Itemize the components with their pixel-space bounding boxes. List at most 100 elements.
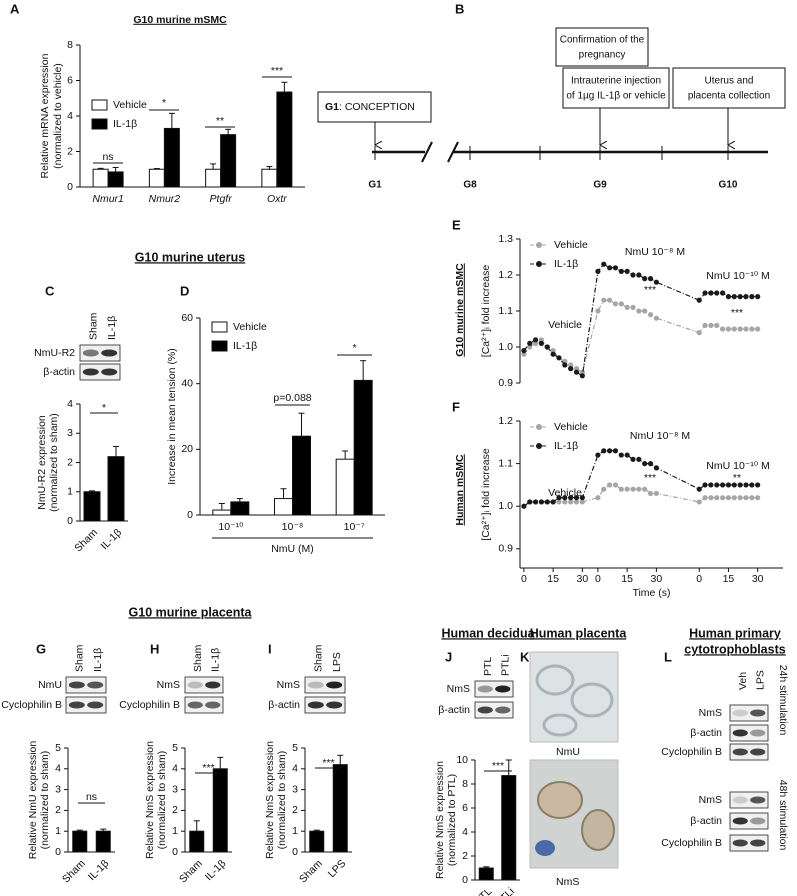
- blot-band: [307, 681, 324, 689]
- panel-label: D: [180, 283, 189, 298]
- legend-label: Vehicle: [113, 99, 147, 111]
- annotation: NmU 10⁻⁸ M: [630, 430, 690, 442]
- legend-label: IL-1β: [554, 440, 578, 452]
- annotation: NmU 10⁻¹⁰ M: [706, 460, 769, 472]
- bar: [107, 171, 124, 188]
- bar: [478, 867, 494, 881]
- blot-column: PTL: [482, 657, 494, 676]
- legend-label: Vehicle: [554, 239, 588, 251]
- section-title: Human primary: [689, 626, 781, 640]
- blot-frame: [474, 701, 514, 719]
- point: [708, 322, 714, 328]
- x-tick-label: 30: [576, 573, 588, 585]
- point: [573, 366, 580, 372]
- panel-label: L: [664, 649, 672, 664]
- timeline-text: Confirmation of the: [560, 35, 645, 46]
- point: [521, 503, 527, 509]
- annotation: ***: [644, 472, 656, 484]
- point: [550, 351, 556, 357]
- bar: [95, 830, 111, 853]
- point: [595, 308, 601, 314]
- tissue: [570, 682, 614, 718]
- timeline-day: G10: [719, 180, 738, 191]
- bar: [92, 168, 109, 188]
- y-axis-label: Increase in mean tension (%): [166, 348, 178, 485]
- tissue: [535, 664, 575, 696]
- x-tick-label: Sham: [297, 857, 325, 885]
- y-tick-label: 0.9: [498, 543, 513, 555]
- panel-label: H: [150, 641, 159, 656]
- point: [550, 348, 556, 354]
- point: [696, 297, 702, 303]
- point: [532, 340, 539, 346]
- blot-band: [205, 701, 221, 709]
- point: [624, 268, 630, 274]
- blot-band: [205, 681, 221, 689]
- point: [725, 326, 732, 332]
- annotation: ***: [492, 760, 504, 772]
- point: [737, 326, 743, 332]
- y-axis-label: Relative NmS expression: [264, 741, 276, 859]
- timeline-text: pregnancy: [579, 50, 626, 61]
- point: [556, 495, 562, 501]
- blot-row-label: β-actin: [43, 366, 75, 378]
- point: [630, 304, 636, 310]
- point: [538, 499, 545, 505]
- x-tick-label: IL-1β: [203, 858, 229, 884]
- y-tick-label: 6: [462, 802, 468, 814]
- x-tick-label: 0: [595, 573, 601, 585]
- blot-column: IL-1β: [106, 316, 118, 340]
- point: [708, 482, 714, 488]
- blot-band: [326, 701, 343, 709]
- x-tick-label: 0: [521, 573, 527, 585]
- point: [696, 499, 702, 505]
- blot-column: Sham: [313, 644, 325, 672]
- blot-band: [732, 817, 748, 825]
- bar: [332, 764, 348, 853]
- axis-break: [421, 141, 433, 163]
- point: [642, 276, 648, 282]
- point: [527, 344, 533, 350]
- x-tick-label: Sham: [60, 857, 88, 885]
- timeline-text: Intrauterine injection: [571, 76, 661, 87]
- point: [636, 272, 642, 278]
- legend-marker: [536, 443, 542, 449]
- point: [556, 355, 562, 361]
- bar: [107, 456, 125, 522]
- panel-label: K: [520, 649, 530, 664]
- y-axis-label: (normalized to sham): [48, 413, 60, 512]
- y-axis-label: [Ca²⁺]ᵢ fold increase: [480, 265, 492, 358]
- point: [642, 308, 648, 314]
- y-tick-label: 10: [456, 754, 468, 766]
- y-tick-label: 0: [67, 181, 73, 193]
- point: [612, 301, 619, 307]
- x-tick-label: Ptgfr: [210, 193, 233, 205]
- blot-band: [68, 681, 85, 689]
- blot-band: [750, 817, 766, 825]
- timeline-text: of 1µg IL-1β or vehicle: [566, 91, 666, 102]
- y-tick-label: 0: [462, 874, 468, 886]
- point: [562, 495, 568, 501]
- blot-frame: [65, 676, 107, 694]
- blot-row-label: NmS: [447, 683, 470, 695]
- blot-band: [187, 681, 203, 689]
- blot-frame: [729, 724, 769, 742]
- blot-frame: [79, 344, 121, 362]
- blot-frame: [304, 696, 346, 714]
- blot-frame: [474, 680, 514, 698]
- blot-row-label: NmS: [699, 794, 722, 806]
- point: [618, 301, 624, 307]
- histology: NmU NmS: [529, 651, 619, 888]
- blot-row-label: NmS: [157, 679, 180, 691]
- blot-band: [732, 796, 748, 804]
- y-axis-label: (normalized to sham): [156, 751, 168, 850]
- point: [568, 362, 574, 368]
- x-tick-label: PTLi: [493, 886, 517, 896]
- blot-band: [750, 748, 766, 756]
- point: [624, 486, 630, 492]
- y-tick-label: 2: [462, 850, 468, 862]
- y-tick-label: 8: [67, 39, 73, 51]
- point: [601, 297, 607, 303]
- point: [568, 366, 574, 372]
- point: [647, 312, 654, 318]
